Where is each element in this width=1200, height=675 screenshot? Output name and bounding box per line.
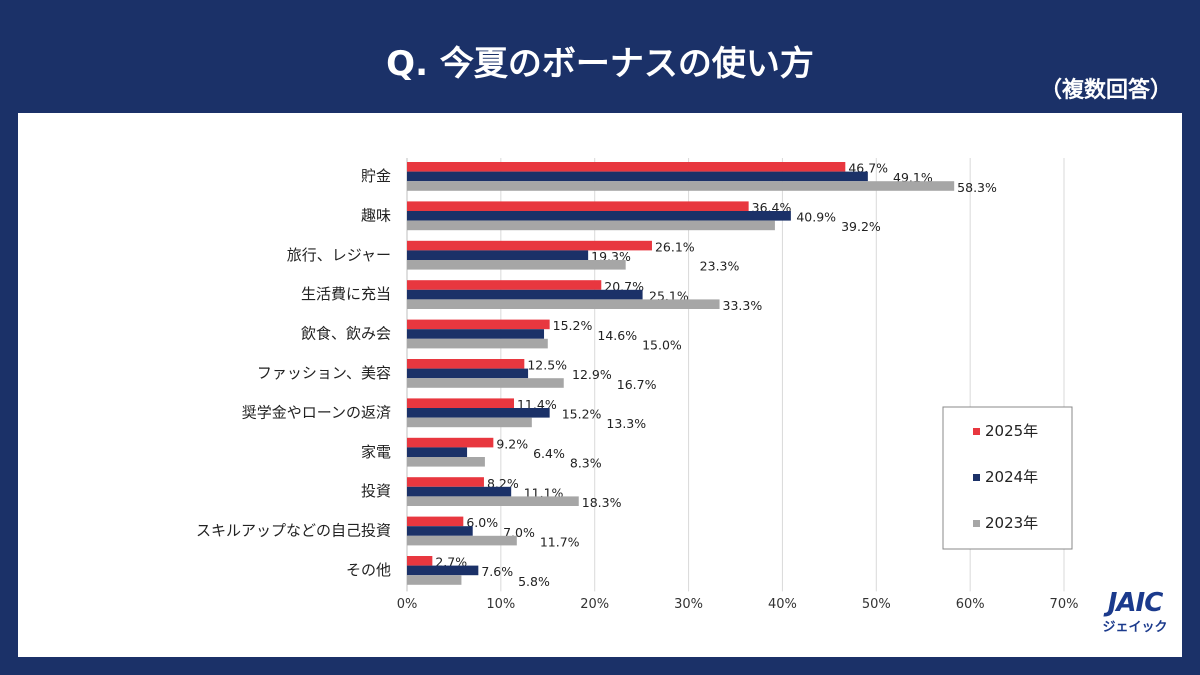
bar-2024年: [407, 368, 529, 379]
x-tick-label: 60%: [956, 597, 985, 612]
bar-2023年: [407, 181, 955, 191]
data-label: 9.2%: [496, 436, 528, 451]
data-label: 6.4%: [533, 446, 565, 461]
x-tick-label: 50%: [862, 597, 891, 612]
bar-2025年: [407, 162, 846, 172]
data-label: 13.3%: [606, 416, 646, 431]
category-label: 投資: [361, 482, 391, 500]
category-label: 貯金: [361, 167, 391, 185]
data-label: 39.2%: [841, 219, 881, 234]
category-label: 趣味: [361, 206, 391, 224]
jaic-logo: JAIC ジェイック: [1090, 588, 1180, 650]
bar-2023年: [407, 220, 775, 231]
data-label: 6.0%: [466, 515, 498, 530]
bar-2023年: [407, 378, 564, 388]
bar-2025年: [407, 280, 602, 290]
data-label: 15.2%: [562, 407, 602, 422]
bar-2024年: [407, 526, 473, 536]
legend-swatch: [973, 428, 980, 435]
legend-swatch: [973, 520, 980, 527]
bar-2025年: [407, 201, 749, 211]
data-label: 33.3%: [723, 298, 763, 313]
x-tick-label: 70%: [1050, 597, 1079, 612]
data-label: 15.2%: [553, 318, 593, 333]
bar-2024年: [407, 486, 512, 497]
bar-2023年: [407, 496, 579, 506]
bar-2025年: [407, 516, 464, 527]
legend-label: 2024年: [985, 468, 1038, 486]
category-label: 飲食、飲み会: [301, 325, 391, 343]
x-tick-label: 40%: [768, 597, 797, 612]
bar-2023年: [407, 260, 626, 270]
bar-2025年: [407, 398, 514, 408]
bar-2023年: [407, 457, 485, 467]
legend-label: 2023年: [985, 514, 1038, 532]
x-tick-label: 30%: [674, 597, 703, 612]
logo-subtext: ジェイック: [1102, 620, 1168, 635]
page-subtitle: （複数回答）: [1039, 78, 1172, 103]
data-label: 14.6%: [597, 328, 637, 343]
data-label: 12.5%: [527, 358, 567, 373]
data-label: 5.8%: [518, 574, 550, 589]
data-label: 40.9%: [796, 210, 836, 225]
legend-label: 2025年: [985, 422, 1038, 440]
data-label: 7.6%: [481, 564, 513, 579]
bar-2025年: [407, 556, 433, 566]
data-label: 15.0%: [642, 337, 682, 352]
bar-2024年: [407, 447, 468, 457]
page-title: Q. 今夏のボーナスの使い方: [386, 44, 814, 84]
bar-2024年: [407, 250, 589, 260]
bar-2025年: [407, 240, 652, 251]
category-label: 生活費に充当: [301, 285, 391, 303]
bar-2025年: [407, 477, 484, 487]
logo-text: JAIC: [1107, 588, 1164, 618]
data-label: 26.1%: [655, 239, 695, 254]
category-label: スキルアップなどの自己投資: [196, 522, 391, 540]
bar-2024年: [407, 565, 479, 576]
data-label: 8.3%: [570, 456, 602, 471]
data-label: 58.3%: [957, 180, 997, 195]
bar-2023年: [407, 299, 720, 309]
bar-2024年: [407, 171, 868, 182]
data-label: 11.7%: [540, 534, 580, 549]
bar-2024年: [407, 329, 545, 339]
bar-2023年: [407, 417, 532, 428]
data-label: 23.3%: [700, 259, 740, 274]
bar-2023年: [407, 338, 548, 349]
legend-box: [942, 406, 1073, 550]
category-label: 家電: [361, 443, 391, 461]
legend-swatch: [973, 474, 980, 481]
data-label: 18.3%: [582, 495, 622, 510]
bar-2024年: [407, 408, 550, 418]
bar-2024年: [407, 289, 643, 300]
bar-2024年: [407, 211, 791, 221]
category-label: 旅行、レジャー: [287, 246, 391, 264]
data-label: 16.7%: [617, 377, 657, 392]
bar-2025年: [407, 319, 550, 330]
category-label: その他: [346, 561, 391, 579]
x-tick-label: 0%: [397, 597, 418, 612]
category-label: ファッション、美容: [257, 364, 391, 382]
x-tick-label: 20%: [580, 597, 609, 612]
bar-2023年: [407, 575, 462, 585]
bar-2023年: [407, 535, 517, 546]
category-label: 奨学金やローンの返済: [242, 403, 391, 421]
x-tick-label: 10%: [486, 597, 515, 612]
bar-2025年: [407, 359, 525, 369]
bar-2025年: [407, 437, 494, 448]
data-label: 12.9%: [572, 367, 612, 382]
